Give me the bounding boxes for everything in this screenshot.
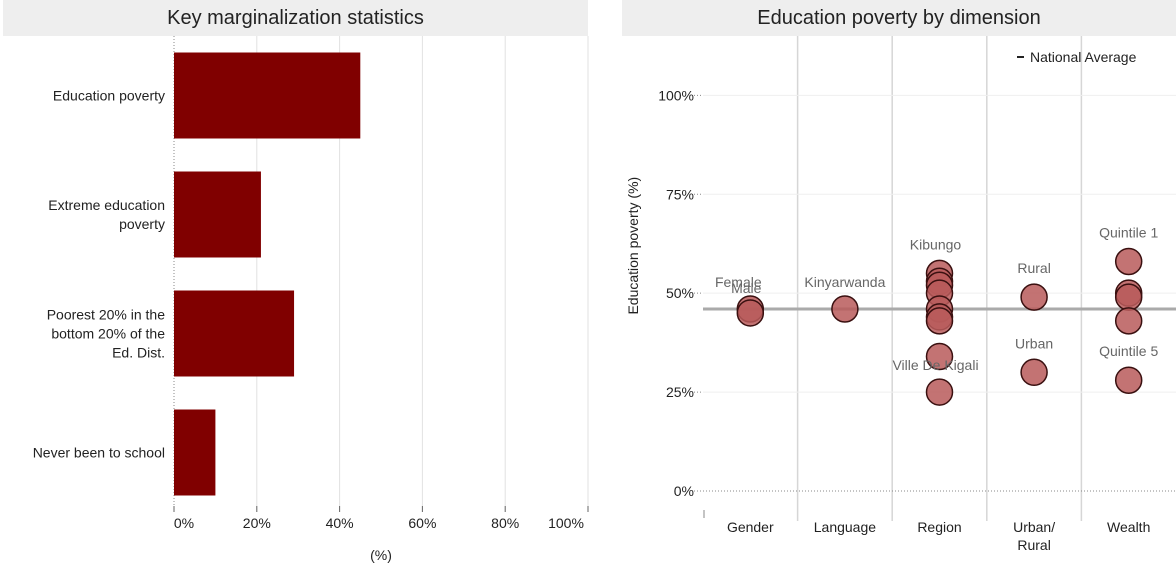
data-label: Male — [731, 280, 762, 296]
category-label: Never been to school — [33, 445, 165, 461]
data-label: Kinyarwanda — [804, 274, 885, 290]
data-point — [925, 378, 954, 406]
category-tick-label: Language — [814, 519, 877, 535]
data-point — [1020, 358, 1048, 387]
x-axis-label: (%) — [370, 547, 392, 563]
data-point — [1114, 366, 1143, 394]
bar — [174, 409, 216, 496]
y-axis-label: Education poverty (%) — [625, 177, 641, 315]
y-tick-label: 0% — [674, 483, 694, 499]
data-label: Female — [715, 274, 762, 290]
data-label: Ville De Kigali — [892, 357, 978, 373]
bar — [174, 52, 361, 139]
data-point — [1114, 247, 1143, 276]
marginalization-bar-chart: 0% 20% 40% 60% 80% 100% Education poverty Extre… — [33, 36, 589, 563]
category-label-line: Extreme education — [48, 197, 165, 213]
x-tick-label: 60% — [408, 515, 436, 531]
category-label-line: bottom 20% of the — [51, 326, 165, 342]
x-tick-label: 100% — [548, 515, 584, 531]
data-point — [1020, 283, 1048, 311]
category-tick-label-line: Gender — [727, 519, 774, 535]
left-chart-title: Key marginalization statistics — [3, 0, 588, 36]
category-label: Education poverty — [53, 88, 165, 104]
category-tick-label-line: Wealth — [1107, 519, 1150, 535]
data-point — [925, 342, 954, 371]
category-label-line: Poorest 20% in the — [47, 307, 166, 323]
category-tick-label: Region — [917, 519, 961, 535]
category-tick-label-line: Urban/ — [1013, 519, 1055, 535]
y-tick-label: 50% — [666, 285, 694, 301]
data-label: Urban — [1015, 335, 1053, 351]
data-point — [831, 295, 859, 323]
category-label-line: Never been to school — [33, 445, 165, 461]
category-tick-label-line: Language — [814, 519, 877, 535]
category-tick-label-line: Rural — [1017, 537, 1050, 553]
y-tick-label: 75% — [666, 186, 694, 202]
category-tick-label: Wealth — [1107, 519, 1150, 535]
right-chart-title: Education poverty by dimension — [622, 0, 1176, 36]
data-point — [1114, 283, 1143, 311]
data-point — [1114, 307, 1143, 335]
category-label: Poorest 20% in the bottom 20% of the Ed. D… — [47, 307, 166, 361]
y-tick-label: 25% — [666, 384, 694, 400]
category-tick-label: Urban/Rural — [1013, 519, 1055, 553]
x-tick-label: 80% — [491, 515, 519, 531]
category-label-line: Ed. Dist. — [112, 345, 165, 361]
data-label: Kibungo — [910, 236, 962, 252]
category-tick-label-line: Region — [917, 519, 961, 535]
education-poverty-bubble-chart: 0% 25% 50% 75% 100% Education poverty (%) Fema… — [625, 36, 1176, 553]
x-tick-label: 20% — [243, 515, 271, 531]
data-label: Quintile 5 — [1099, 343, 1158, 359]
data-label: Quintile 1 — [1099, 225, 1158, 241]
category-label-line: poverty — [119, 216, 165, 232]
category-label-line: Education poverty — [53, 88, 165, 104]
legend-label: National Average — [1030, 49, 1137, 65]
data-point — [736, 299, 765, 327]
data-point — [925, 307, 954, 335]
x-tick-label: 0% — [174, 515, 194, 531]
data-label: Rural — [1017, 260, 1050, 276]
category-label: Extreme education poverty — [48, 197, 165, 232]
category-tick-label: Gender — [727, 519, 774, 535]
bar — [174, 171, 261, 258]
y-tick-label: 100% — [658, 87, 694, 103]
x-tick-label: 40% — [326, 515, 354, 531]
bar — [174, 290, 295, 377]
